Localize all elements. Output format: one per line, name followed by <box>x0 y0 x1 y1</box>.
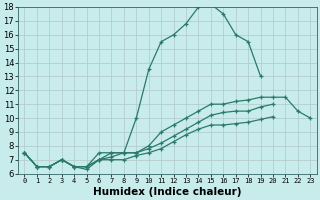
X-axis label: Humidex (Indice chaleur): Humidex (Indice chaleur) <box>93 187 242 197</box>
